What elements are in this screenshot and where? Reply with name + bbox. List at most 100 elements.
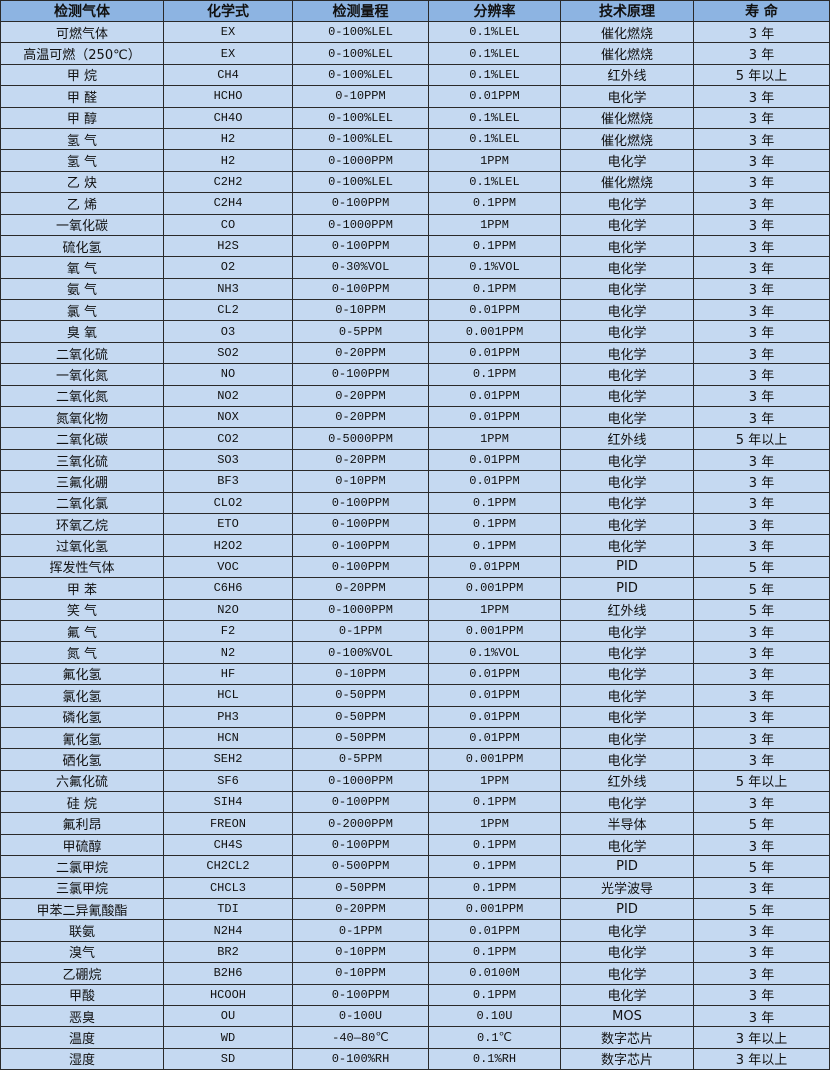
cell-lifespan: 5 年 [693,555,830,579]
table-row: 恶臭 OU 0-100U 0.10U MOS 3 年 [0,1004,830,1028]
cell-principle: 催化燃烧 [560,170,694,194]
cell-resolution: 0.01PPM [428,341,561,365]
cell-lifespan: 3 年 [693,1004,830,1028]
cell-lifespan: 3 年 [693,491,830,514]
cell-lifespan: 3 年 [693,256,830,279]
cell-formula: CO [163,213,293,236]
cell-principle: 电化学 [560,684,694,707]
cell-principle: 数字芯片 [560,1047,694,1071]
cell-range: 0-30%VOL [292,256,429,279]
table-row: 氟利昂 FREON 0-2000PPM 1PPM 半导体 5 年 [0,812,830,835]
cell-gas: 氮氧化物 [0,406,164,429]
cell-range: 0-1000PPM [292,149,429,172]
cell-gas: 甲 醛 [0,85,164,108]
cell-gas: 高温可燃（250℃） [0,42,164,65]
cell-principle: 电化学 [560,662,694,686]
cell-principle: 电化学 [560,491,694,514]
cell-gas: 笑 气 [0,598,164,621]
table-row: 二氧化氯 CLO2 0-100PPM 0.1PPM 电化学 3 年 [0,491,830,514]
cell-gas: 挥发性气体 [0,555,164,579]
cell-lifespan: 3 年 [693,320,830,343]
cell-principle: 电化学 [560,448,694,472]
cell-formula: OU [163,1004,293,1028]
cell-formula: HCN [163,726,293,750]
header-row: 检测气体 化学式 检测量程 分辨率 技术原理 寿 命 [0,0,830,22]
cell-resolution: 0.1PPM [428,791,561,814]
cell-resolution: 0.1%RH [428,1047,561,1071]
cell-range: 0-20PPM [292,341,429,365]
cell-formula: PH3 [163,705,293,728]
cell-gas: 溴气 [0,940,164,964]
cell-formula: CH4 [163,63,293,87]
cell-formula: C2H2 [163,170,293,194]
cell-resolution: 0.1%LEL [428,170,561,194]
cell-lifespan: 3 年 [693,919,830,942]
cell-resolution: 0.1%LEL [428,106,561,129]
cell-lifespan: 3 年 [693,641,830,664]
cell-resolution: 0.01PPM [428,705,561,728]
cell-lifespan: 3 年 [693,619,830,643]
cell-principle: 电化学 [560,363,694,386]
table-row: 甲 烷 CH4 0-100%LEL 0.1%LEL 红外线 5 年以上 [0,63,830,87]
cell-gas: 三氯甲烷 [0,876,164,900]
cell-principle: 电化学 [560,341,694,365]
table-row: 氯化氢 HCL 0-50PPM 0.01PPM 电化学 3 年 [0,684,830,707]
cell-gas: 氯 气 [0,299,164,322]
cell-resolution: 0.01PPM [428,85,561,108]
cell-lifespan: 3 年 [693,534,830,557]
cell-formula: BF3 [163,470,293,493]
cell-lifespan: 3 年以上 [693,1047,830,1071]
cell-gas: 臭 氧 [0,320,164,343]
cell-range: 0-100%LEL [292,127,429,151]
cell-resolution: 0.1PPM [428,855,561,878]
cell-gas: 氟 气 [0,619,164,643]
cell-lifespan: 3 年 [693,299,830,322]
cell-range: 0-100PPM [292,192,429,215]
cell-lifespan: 3 年 [693,85,830,108]
cell-gas: 三氟化硼 [0,470,164,493]
cell-lifespan: 3 年 [693,341,830,365]
cell-formula: ETO [163,512,293,536]
cell-gas: 二氧化硫 [0,341,164,365]
cell-resolution: 0.001PPM [428,320,561,343]
cell-gas: 六氟化硫 [0,769,164,793]
cell-formula: SD [163,1047,293,1071]
header-resolution: 分辨率 [428,0,561,22]
cell-range: 0-10PPM [292,962,429,985]
cell-resolution: 0.1%LEL [428,127,561,151]
cell-gas: 三氧化硫 [0,448,164,472]
cell-formula: VOC [163,555,293,579]
cell-principle: 催化燃烧 [560,106,694,129]
cell-principle: 电化学 [560,149,694,172]
cell-resolution: 0.1PPM [428,876,561,900]
cell-resolution: 0.1PPM [428,534,561,557]
cell-principle: 电化学 [560,641,694,664]
cell-resolution: 0.1PPM [428,833,561,857]
cell-formula: HCOOH [163,983,293,1006]
table-row: 二氧化碳 CO2 0-5000PPM 1PPM 红外线 5 年以上 [0,427,830,450]
cell-formula: HF [163,662,293,686]
cell-lifespan: 3 年 [693,234,830,258]
cell-gas: 甲 烷 [0,63,164,87]
cell-principle: 电化学 [560,534,694,557]
cell-principle: 电化学 [560,705,694,728]
cell-formula: F2 [163,619,293,643]
cell-formula: O3 [163,320,293,343]
table-row: 一氧化碳 CO 0-1000PPM 1PPM 电化学 3 年 [0,213,830,236]
cell-resolution: 0.1%LEL [428,42,561,65]
cell-range: 0-100%LEL [292,106,429,129]
cell-range: 0-100PPM [292,833,429,857]
cell-range: 0-100PPM [292,555,429,579]
cell-resolution: 0.1PPM [428,983,561,1006]
cell-gas: 甲苯二异氰酸酯 [0,898,164,921]
cell-range: 0-100PPM [292,363,429,386]
cell-gas: 甲 苯 [0,577,164,600]
cell-range: 0-20PPM [292,384,429,408]
cell-formula: SO2 [163,341,293,365]
cell-resolution: 0.1%VOL [428,641,561,664]
table-row: 环氧乙烷 ETO 0-100PPM 0.1PPM 电化学 3 年 [0,512,830,536]
table-row: 二氯甲烷 CH2CL2 0-500PPM 0.1PPM PID 5 年 [0,855,830,878]
cell-gas: 氢 气 [0,149,164,172]
header-range: 检测量程 [292,0,429,22]
